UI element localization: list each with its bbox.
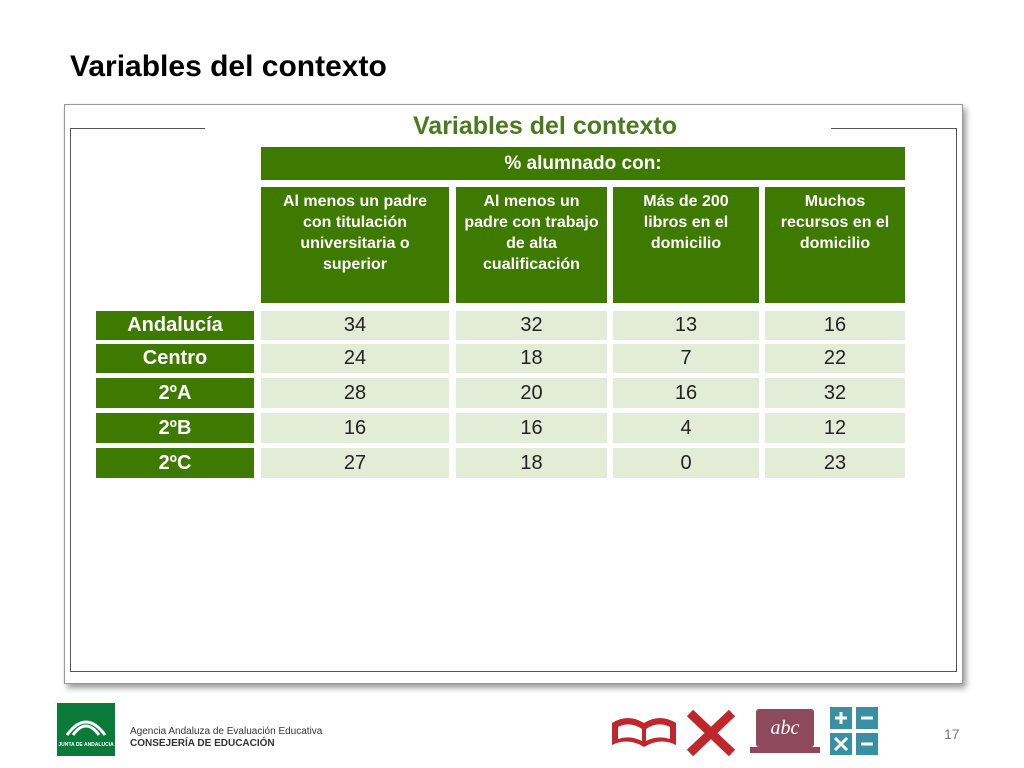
cell: 0: [613, 448, 759, 478]
cell: 34: [261, 311, 449, 340]
cell: 16: [765, 311, 905, 340]
logo-mark: [65, 720, 107, 736]
cell: 20: [456, 378, 607, 408]
table-title: Variables del contexto: [413, 112, 677, 140]
logo: JUNTA DE ANDALUCIA: [57, 703, 115, 756]
row-label: Centro: [96, 344, 254, 373]
cell: 16: [261, 413, 449, 443]
cell: 24: [261, 344, 449, 373]
cell: 27: [261, 448, 449, 478]
icon-text: abc: [771, 717, 800, 739]
logo-text: JUNTA DE ANDALUCIA: [58, 742, 114, 748]
inner-frame: [70, 128, 957, 672]
cell: 28: [261, 378, 449, 408]
slide-title: Variables del contexto: [70, 50, 387, 83]
row-label: Andalucía: [96, 311, 254, 340]
cell: 4: [613, 413, 759, 443]
rule: [70, 128, 205, 129]
column-header: Al menos un padre con titulación univers…: [261, 187, 449, 303]
column-header: Al menos un padre con trabajo de alta cu…: [456, 187, 607, 303]
cell: 22: [765, 344, 905, 373]
cell: 7: [613, 344, 759, 373]
icons: abc: [612, 707, 878, 757]
cell: 16: [456, 413, 607, 443]
cell: 32: [456, 311, 607, 340]
cell: 18: [456, 344, 607, 373]
cell: 23: [765, 448, 905, 478]
rule: [831, 128, 957, 129]
row-label: 2ºA: [96, 378, 254, 408]
row-label: 2ºB: [96, 413, 254, 443]
cell: 32: [765, 378, 905, 408]
row-label: 2ºC: [96, 448, 254, 478]
group-header: % alumnado con:: [261, 147, 905, 180]
agency: Agencia Andaluza de Evaluación Educativa: [130, 726, 323, 737]
cell: 13: [613, 311, 759, 340]
cell: 12: [765, 413, 905, 443]
column-header: Muchos recursos en el domicilio: [765, 187, 905, 303]
cell: 16: [613, 378, 759, 408]
ministry: CONSEJERÍA DE EDUCACIÓN: [130, 738, 275, 749]
page-number: 17: [944, 726, 960, 742]
cell: 18: [456, 448, 607, 478]
column-header: Más de 200 libros en el domicilio: [613, 187, 759, 303]
